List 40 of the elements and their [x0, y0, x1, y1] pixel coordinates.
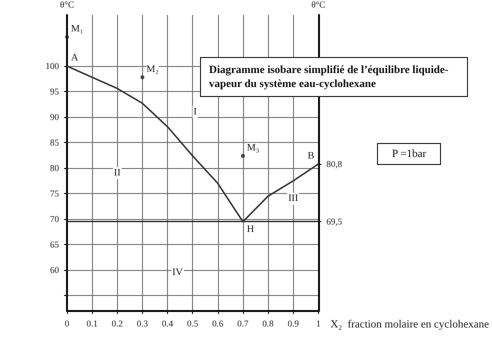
annotation: I — [194, 106, 197, 118]
x-axis-title: X₂ fraction molaire en cyclohexane — [330, 318, 490, 330]
x-tick-label: 0.5 — [187, 318, 199, 328]
y-tick-label: 100 — [46, 61, 60, 72]
text: Diagramme isobare simplifié de l’équilibre liquide-vapeur du système eau-cyclohexane — [200, 57, 468, 97]
annotation: B — [308, 150, 315, 162]
x-tick-label: 0.2 — [112, 318, 123, 328]
x-tick-label: 0.8 — [262, 318, 274, 328]
y-tick-label: 80 — [50, 163, 60, 174]
point — [140, 75, 144, 80]
y-tick-label: 60 — [50, 265, 60, 276]
point — [240, 154, 245, 158]
text: P =1bar — [377, 143, 442, 165]
annotation: IV — [172, 267, 184, 278]
annotation: A — [71, 52, 79, 64]
annotation: M₁ — [71, 23, 84, 34]
x-tick-label: 0 — [64, 318, 70, 328]
annotation: II — [114, 168, 121, 179]
y2-tick-label: 69,5 — [326, 216, 343, 227]
y2-axis-title: θ°C — [311, 0, 326, 10]
x-tick-label: 0.7 — [237, 318, 250, 328]
x-tick-label: 0.3 — [136, 318, 149, 328]
annotation: M₃ — [246, 142, 260, 154]
x-tick-label: 0.4 — [162, 318, 174, 328]
x-tick-label: 0.6 — [212, 318, 224, 328]
y-tick-label: 70 — [50, 214, 60, 224]
y-tick-label: 90 — [50, 112, 60, 122]
annotation: III — [288, 193, 298, 204]
x-tick-label: 1 — [316, 318, 321, 328]
point — [65, 34, 69, 39]
y2-tick-label: 80,8 — [326, 159, 343, 170]
y-tick-label: 65 — [50, 240, 60, 250]
annotation: H — [246, 224, 254, 236]
x-tick-label: 0.9 — [288, 318, 300, 328]
y-axis-title: θ°C — [60, 0, 74, 10]
y-tick-label: 85 — [50, 138, 60, 148]
annotation: M₂ — [146, 64, 159, 75]
y-tick-label: 95 — [50, 86, 60, 97]
y-tick-label: 75 — [50, 188, 60, 199]
x-tick-label: 0.1 — [86, 318, 98, 328]
